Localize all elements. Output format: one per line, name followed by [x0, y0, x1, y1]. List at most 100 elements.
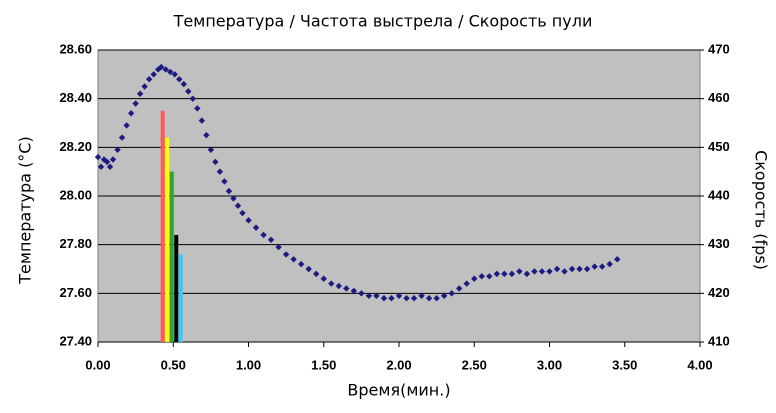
data-point: [106, 163, 114, 170]
x-tick-label: 4.00: [687, 357, 712, 372]
data-point: [583, 265, 591, 273]
speed-bar: [165, 137, 170, 342]
data-point: [225, 187, 233, 195]
data-point: [501, 270, 508, 278]
data-point: [425, 295, 433, 302]
x-tick-label: 3.50: [612, 357, 637, 372]
data-point: [260, 231, 267, 239]
data-point: [403, 295, 410, 302]
data-point: [614, 256, 621, 263]
data-point: [358, 290, 365, 297]
data-point: [350, 287, 358, 295]
data-point: [486, 273, 493, 280]
data-point: [207, 146, 215, 153]
data-point: [282, 251, 290, 258]
data-point: [305, 265, 312, 273]
data-point: [568, 265, 576, 273]
x-tick-label: 0.00: [85, 357, 110, 372]
data-point: [313, 270, 320, 278]
data-point: [275, 243, 282, 251]
y2-tick-label: 430: [708, 236, 730, 251]
data-point: [546, 268, 553, 275]
data-point: [239, 209, 246, 217]
data-point: [162, 66, 169, 73]
data-point: [418, 292, 425, 299]
data-point: [320, 275, 327, 282]
chart-title: Температура / Частота выстрела / Скорост…: [173, 12, 593, 31]
data-point: [598, 263, 606, 270]
y2-tick-label: 420: [708, 285, 730, 300]
data-point: [167, 68, 174, 76]
y-tick-label: 28.60: [59, 41, 92, 56]
data-point: [221, 178, 228, 185]
data-point: [433, 295, 440, 302]
x-tick-label: 1.50: [311, 357, 336, 372]
speed-bar: [178, 254, 183, 342]
data-point: [328, 280, 335, 287]
y2-axis-label: Скорость (fps): [752, 150, 771, 270]
data-point: [365, 292, 373, 299]
data-point: [103, 158, 111, 166]
data-point: [230, 195, 237, 202]
data-point: [176, 76, 183, 83]
data-point: [123, 122, 130, 129]
y2-tick-label: 470: [708, 41, 730, 56]
y2-tick-label: 440: [708, 187, 730, 202]
data-point: [127, 110, 135, 117]
y-tick-label: 27.60: [59, 285, 92, 300]
x-tick-label: 3.00: [537, 357, 562, 372]
data-point: [448, 290, 455, 297]
data-point: [410, 295, 418, 302]
data-point: [335, 282, 342, 290]
y2-tick-label: 450: [708, 139, 730, 154]
data-point: [561, 268, 568, 275]
y-axis-label: Температура (°C): [16, 136, 35, 284]
data-point: [180, 80, 187, 88]
speed-bar: [174, 234, 179, 342]
data-point: [373, 292, 380, 299]
data-point: [97, 163, 105, 170]
speed-bar: [160, 110, 165, 342]
data-point: [245, 217, 252, 224]
data-point: [171, 71, 178, 78]
y-tick-label: 27.40: [59, 333, 92, 348]
data-point: [252, 224, 260, 231]
data-point: [380, 295, 388, 302]
x-tick-label: 2.50: [462, 357, 487, 372]
data-point: [198, 117, 206, 124]
data-point: [463, 280, 470, 287]
y-tick-label: 28.20: [59, 139, 92, 154]
data-point: [471, 275, 478, 282]
y2-tick-label: 410: [708, 333, 730, 348]
data-point: [189, 95, 197, 102]
data-point: [576, 265, 583, 273]
y-tick-label: 27.80: [59, 236, 92, 251]
data-point: [508, 270, 516, 278]
x-tick-label: 0.50: [161, 357, 186, 372]
data-point: [234, 202, 242, 209]
data-point: [145, 76, 153, 83]
data-point: [118, 134, 126, 141]
data-point: [606, 260, 613, 268]
data-point: [591, 263, 598, 270]
data-point: [203, 131, 210, 139]
x-tick-label: 2.00: [386, 357, 411, 372]
data-point: [297, 260, 305, 268]
data-point: [388, 295, 395, 302]
y-tick-label: 28.40: [59, 90, 92, 105]
x-tick-label: 1.00: [236, 357, 261, 372]
data-point: [212, 158, 219, 166]
data-point: [440, 292, 448, 299]
data-point: [395, 292, 403, 299]
data-point: [538, 268, 546, 275]
data-point: [94, 153, 102, 161]
x-axis-label: Время(мин.): [347, 381, 450, 400]
data-point: [531, 268, 538, 275]
data-point: [493, 270, 501, 278]
speed-bar: [169, 171, 174, 342]
data-point: [553, 265, 561, 273]
data-point: [456, 285, 463, 292]
data-point: [478, 273, 485, 280]
data-point: [150, 71, 157, 78]
